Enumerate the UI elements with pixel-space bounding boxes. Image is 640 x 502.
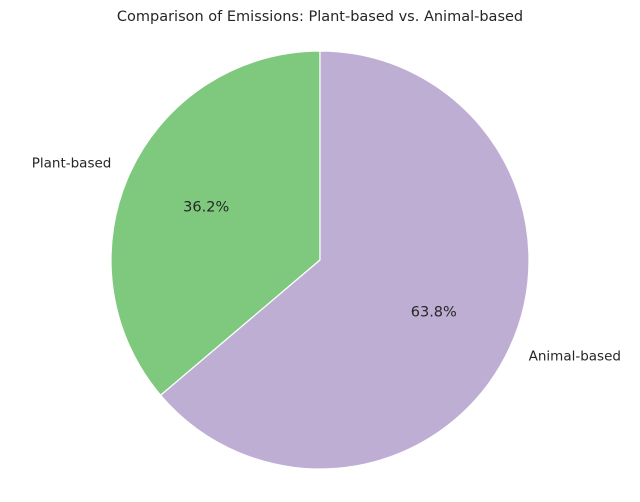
pie-slice-animal-based — [160, 50, 530, 470]
pie-labels: 36.2% Plant-based 63.8% Animal-based — [32, 155, 621, 364]
pct-label-plant-based: 36.2% — [183, 199, 229, 215]
pie-slices — [110, 50, 530, 470]
slice-label-animal-based: Animal-based — [529, 349, 621, 365]
chart-title: Comparison of Emissions: Plant-based vs.… — [117, 9, 523, 25]
slice-label-plant-based: Plant-based — [32, 155, 112, 171]
pct-label-animal-based: 63.8% — [411, 305, 457, 321]
pie-slice-plant-based — [110, 50, 321, 396]
